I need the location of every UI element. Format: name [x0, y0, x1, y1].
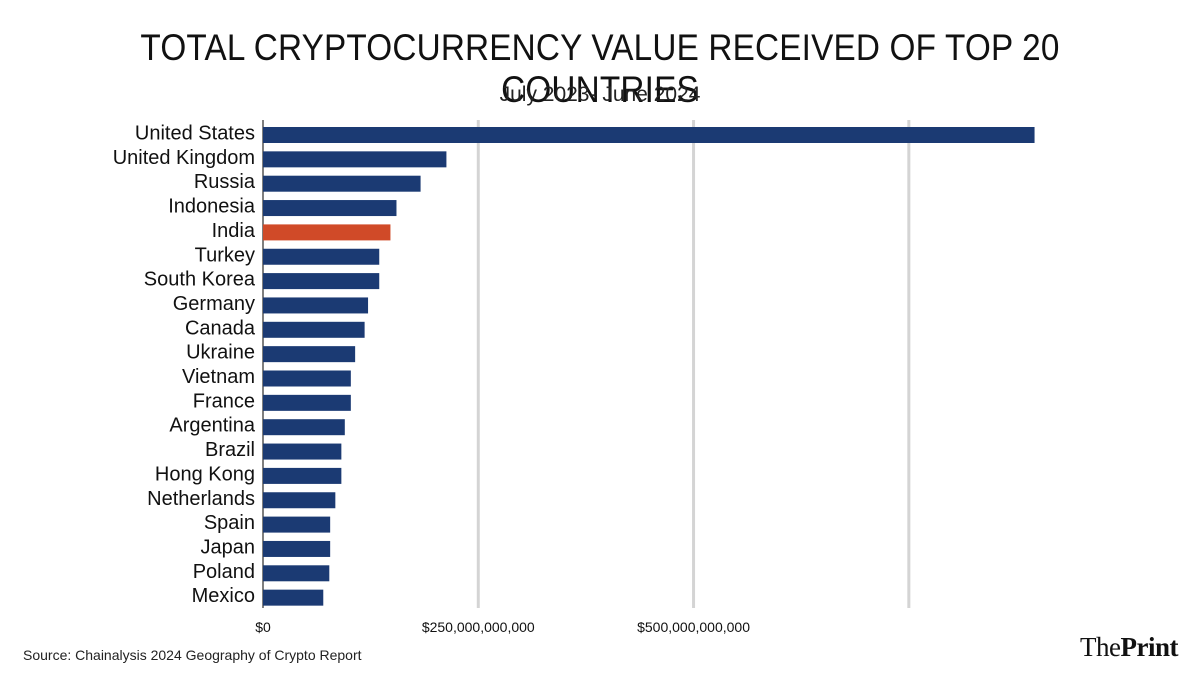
category-label: Canada: [185, 317, 256, 339]
brand-logo: ThePrint: [1080, 632, 1178, 663]
bar: [263, 175, 421, 192]
source-note: Source: Chainalysis 2024 Geography of Cr…: [23, 647, 362, 663]
category-label: Ukraine: [186, 342, 255, 364]
x-tick-label: $500,000,000,000: [637, 619, 750, 635]
bar: [263, 151, 447, 168]
chart-title: TOTAL CRYPTOCURRENCY VALUE RECEIVED OF T…: [140, 27, 1060, 110]
category-label: United States: [135, 123, 255, 145]
bar: [263, 419, 345, 436]
gridlines: [262, 120, 911, 608]
category-label: Vietnam: [182, 366, 255, 388]
category-label: Spain: [204, 512, 255, 534]
category-label: Indonesia: [168, 196, 256, 218]
bar: [263, 394, 351, 411]
bar: [263, 516, 331, 533]
bars: [263, 127, 1035, 606]
category-label: Japan: [201, 536, 256, 558]
category-label: South Korea: [144, 269, 256, 291]
bar: [263, 492, 336, 509]
bar: [263, 297, 369, 314]
chart-subtitle: July 2023- June 2024: [499, 83, 701, 106]
category-label: Argentina: [169, 415, 255, 437]
category-label: United Kingdom: [113, 147, 255, 169]
bar: [263, 565, 330, 582]
bar: [263, 248, 380, 265]
brand-logo-print: Print: [1120, 632, 1179, 662]
category-label: Netherlands: [147, 488, 255, 510]
category-label: Mexico: [192, 585, 255, 607]
category-label: Poland: [193, 561, 255, 583]
bar: [263, 273, 380, 290]
category-label: India: [212, 220, 256, 242]
bar: [263, 443, 342, 460]
bar: [263, 200, 397, 217]
bar: [263, 224, 391, 241]
bar: [263, 321, 365, 338]
category-label: Turkey: [195, 244, 255, 266]
category-label: Russia: [194, 171, 256, 193]
bar: [263, 589, 324, 606]
bar: [263, 540, 331, 557]
category-label: Hong Kong: [155, 463, 255, 485]
category-label: France: [193, 390, 255, 412]
bar: [263, 346, 356, 363]
x-tick-label: $0: [255, 619, 271, 635]
bar: [263, 467, 342, 484]
category-label: Brazil: [205, 439, 255, 461]
x-axis-ticks: $0 $250,000,000,000 $500,000,000,000: [255, 619, 750, 635]
category-label: Germany: [173, 293, 255, 315]
bar: [263, 127, 1035, 143]
brand-logo-the: The: [1080, 632, 1121, 662]
x-tick-label: $250,000,000,000: [422, 619, 535, 635]
bar: [263, 370, 351, 387]
